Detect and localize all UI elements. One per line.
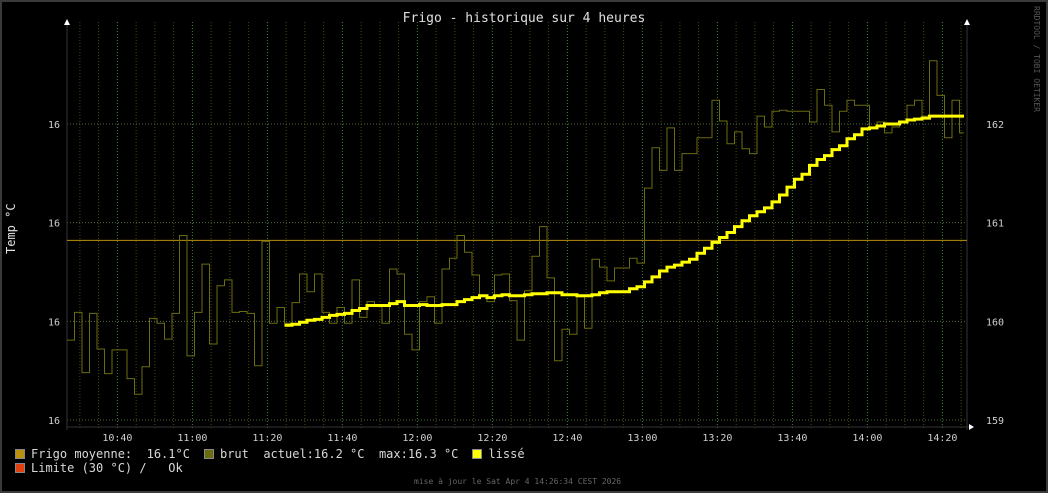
- legend-limite-status: Ok: [168, 461, 183, 475]
- y-axis-label: Temp °C: [4, 203, 18, 254]
- x-tick-label: 14:00: [852, 433, 882, 444]
- legend-swatch-brut: [203, 449, 214, 459]
- legend-lisse-label: lissé: [488, 447, 525, 461]
- y-tick-left: 16: [48, 317, 60, 328]
- series-brut-line: [67, 60, 964, 395]
- grid: [66, 22, 970, 430]
- y-axis-right-arrow-icon: [964, 19, 970, 25]
- y-axis-arrow-icon: [64, 19, 70, 25]
- legend-limite-label: Limite (30 °C) /: [31, 461, 147, 475]
- legend-actuel: actuel:16.2 °C: [263, 447, 365, 461]
- legend-moyenne-value: 16.1°C: [146, 447, 190, 461]
- legend-row-2: Limite (30 °C) / Ok: [15, 461, 183, 475]
- x-tick-label: 11:20: [252, 433, 282, 444]
- x-tick-label: 11:40: [327, 433, 357, 444]
- y-tick-left: 16: [48, 416, 60, 427]
- rrdtool-watermark: RRDTOOL / TOBI OETIKER: [1032, 6, 1041, 112]
- x-tick-label: 12:40: [552, 433, 582, 444]
- legend-max: max:16.3 °C: [378, 447, 459, 461]
- chart-title: Frigo - historique sur 4 heures: [402, 11, 646, 26]
- x-tick-label: 13:20: [702, 433, 732, 444]
- legend-swatch-limite: [15, 463, 25, 473]
- legend-swatch-lisse: [472, 449, 483, 459]
- x-tick-label: 13:40: [777, 433, 807, 444]
- legend-brut-label: brut: [219, 447, 249, 461]
- y-tick-right: 159: [986, 416, 1004, 427]
- y-tick-right: 162: [986, 120, 1004, 131]
- x-tick-label: 11:00: [177, 433, 207, 444]
- x-tick-label: 10:40: [102, 433, 132, 444]
- axis-ticks: 16 159 16 160 16 161 16 162 10:40 11:00 11:20 11:40…: [48, 120, 1004, 444]
- y-tick-right: 161: [986, 219, 1004, 230]
- x-axis-arrow-icon: [969, 424, 974, 430]
- y-tick-left: 16: [48, 120, 60, 131]
- series-lisse-line: [284, 114, 964, 327]
- y-tick-right: 160: [986, 317, 1004, 328]
- legend-row-1: Frigo moyenne: 16.1°C brut actuel:16.2 °…: [15, 447, 525, 461]
- last-updated: mise à jour le Sat Apr 4 14:26:34 CEST 2…: [414, 477, 622, 486]
- x-tick-label: 12:00: [402, 433, 432, 444]
- legend-moyenne-label: Frigo moyenne:: [31, 447, 133, 461]
- x-tick-label: 14:20: [927, 433, 957, 444]
- legend-swatch-moyenne: [15, 449, 25, 459]
- x-tick-label: 13:00: [627, 433, 657, 444]
- x-tick-label: 12:20: [477, 433, 507, 444]
- y-tick-left: 16: [48, 219, 60, 230]
- axis-arrows: [64, 19, 974, 430]
